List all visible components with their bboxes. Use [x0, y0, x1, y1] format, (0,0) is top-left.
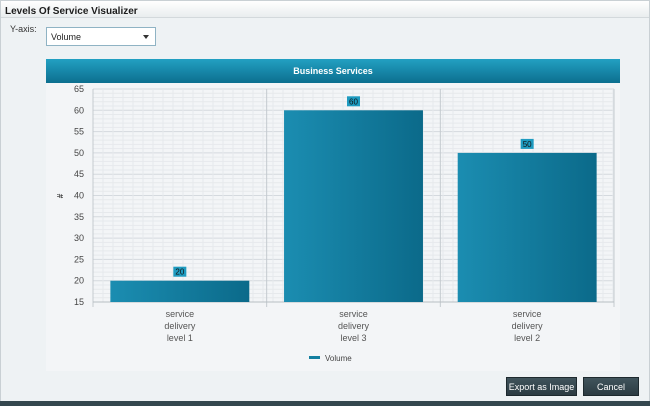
y-tick-label: 50	[74, 148, 84, 158]
x-tick-label: service	[166, 309, 195, 319]
x-tick-label: service	[513, 309, 542, 319]
window-title: Levels Of Service Visualizer	[5, 6, 138, 17]
data-label-bg	[173, 266, 187, 277]
legend-swatch	[309, 356, 320, 359]
bar	[110, 280, 250, 302]
x-tick-label: delivery	[512, 321, 544, 331]
y-tick-label: 65	[74, 84, 84, 94]
x-tick-label: service	[339, 309, 368, 319]
export-as-image-button[interactable]: Export as Image	[506, 377, 577, 396]
chart-header: Business Services	[46, 59, 620, 83]
bar	[284, 110, 423, 302]
x-tick-label: level 1	[167, 333, 193, 343]
chevron-down-icon[interactable]	[143, 35, 149, 39]
y-axis-label: Y-axis:	[10, 24, 37, 34]
background-strip	[0, 401, 650, 406]
y-tick-label: 30	[74, 233, 84, 243]
data-label-bg	[347, 96, 360, 107]
y-tick-label: 15	[74, 297, 84, 307]
chart-panel: 15 20 25 30 35 40 45 50 55 60 65 #20 service delivery…	[46, 83, 620, 371]
y-axis-select[interactable]: Volume	[46, 27, 156, 46]
data-label-bg	[520, 138, 534, 149]
y-tick-label: 20	[74, 276, 84, 286]
y-tick-label: 35	[74, 212, 84, 222]
y-axis-select-value: Volume	[51, 32, 82, 42]
y-tick-label: 55	[74, 127, 84, 137]
legend-label: Volume	[325, 354, 352, 363]
x-tick-label: delivery	[164, 321, 196, 331]
y-axis-title: #	[56, 193, 65, 198]
bar-chart: 15 20 25 30 35 40 45 50 55 60 65 #20 service delivery…	[56, 84, 615, 363]
data-label: 60	[349, 97, 358, 106]
y-tick-label: 45	[74, 169, 84, 179]
data-label: 20	[175, 268, 184, 277]
data-label: 50	[523, 140, 532, 149]
y-tick-label: 60	[74, 105, 84, 115]
y-tick-label: 25	[74, 254, 84, 264]
title-bar: Levels Of Service Visualizer	[1, 1, 649, 18]
bar	[457, 152, 597, 302]
x-tick-label: level 3	[340, 333, 366, 343]
x-tick-label: level 2	[514, 333, 540, 343]
x-tick-label: delivery	[338, 321, 370, 331]
cancel-button[interactable]: Cancel	[583, 377, 639, 396]
y-tick-label: 40	[74, 191, 84, 201]
